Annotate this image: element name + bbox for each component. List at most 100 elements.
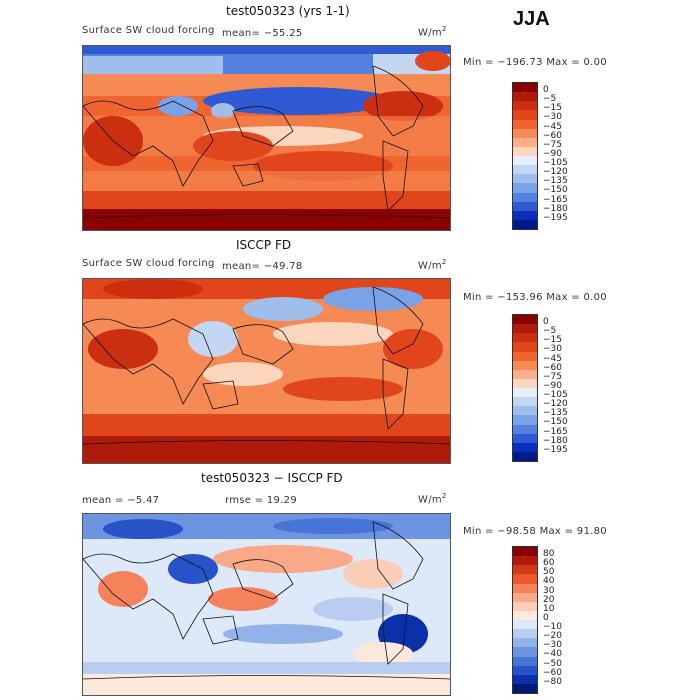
colorbar-tick-label: −40 xyxy=(543,649,562,660)
colorbar-tick-label: −45 xyxy=(543,121,562,132)
colorbar-segment xyxy=(513,433,537,443)
panel1-units-label: W/m2 xyxy=(418,25,447,39)
colorbar-segment xyxy=(513,683,537,693)
colorbar-tick-label: −30 xyxy=(543,344,562,355)
colorbar-tick-label: 20 xyxy=(543,594,555,605)
colorbar-tick-label: 10 xyxy=(543,603,555,614)
colorbar-tick-label: −135 xyxy=(543,408,568,419)
colorbar-segment xyxy=(513,638,537,648)
panel3-title: test050323 − ISCCP FD xyxy=(201,471,343,485)
colorbar-tick-label: −80 xyxy=(543,676,562,687)
colorbar-tick-label: −120 xyxy=(543,167,568,178)
colorbar-tick-label: −195 xyxy=(543,212,568,223)
panel3-minmax-label: Min = −98.58 Max = 91.80 xyxy=(463,526,607,537)
colorbar-tick-label: −90 xyxy=(543,148,562,159)
colorbar-tick-label: −75 xyxy=(543,139,562,150)
panel2-mean-label: mean= −49.78 xyxy=(222,261,303,272)
colorbar-segment xyxy=(513,201,537,211)
colorbar-tick-label: −195 xyxy=(543,444,568,455)
colorbar-segment xyxy=(513,620,537,630)
colorbar-tick-label: −150 xyxy=(543,185,568,196)
colorbar-tick-label: 40 xyxy=(543,576,555,587)
panel1-minmax-label: Min = −196.73 Max = 0.00 xyxy=(463,57,607,68)
colorbar-tick-label: −165 xyxy=(543,426,568,437)
panel3-mean-label: mean = −5.47 xyxy=(82,495,160,506)
colorbar-tick-label: −15 xyxy=(543,103,562,114)
colorbar-segment xyxy=(513,647,537,657)
colorbar-segment xyxy=(513,388,537,398)
colorbar-segment xyxy=(513,192,537,202)
panel1-mean-label: mean= −55.25 xyxy=(222,28,303,39)
panel2-colorbar xyxy=(512,314,538,462)
panel3-units-label: W/m2 xyxy=(418,492,447,506)
colorbar-segment xyxy=(513,592,537,602)
colorbar-segment xyxy=(513,165,537,175)
colorbar-tick-label: 0 xyxy=(543,85,549,95)
colorbar-segment xyxy=(513,183,537,193)
colorbar-segment xyxy=(513,601,537,611)
colorbar-tick-label: 80 xyxy=(543,549,555,559)
colorbar-segment xyxy=(513,83,537,93)
colorbar-segment xyxy=(513,137,537,147)
panel1-colorbar-labels: 0 −5 −15 −30 −45 −60 −75 −90 −105 −120 −135 −150 −16… xyxy=(543,85,568,223)
colorbar-segment xyxy=(513,119,537,129)
panel1-variable-label: Surface SW cloud forcing xyxy=(82,25,215,36)
colorbar-segment xyxy=(513,656,537,666)
panel1-colorbar xyxy=(512,82,538,230)
colorbar-tick-label: 60 xyxy=(543,558,555,569)
colorbar-segment xyxy=(513,674,537,684)
panel2-title: ISCCP FD xyxy=(236,238,292,252)
colorbar-tick-label: −30 xyxy=(543,640,562,651)
colorbar-tick-label: −180 xyxy=(543,435,568,446)
colorbar-tick-label: 0 xyxy=(543,317,549,327)
colorbar-tick-label: −135 xyxy=(543,176,568,187)
colorbar-segment xyxy=(513,128,537,138)
colorbar-tick-label: −15 xyxy=(543,335,562,346)
colorbar-segment xyxy=(513,451,537,461)
colorbar-segment xyxy=(513,110,537,120)
colorbar-tick-label: 30 xyxy=(543,585,555,596)
colorbar-segment xyxy=(513,378,537,388)
colorbar-tick-label: −150 xyxy=(543,417,568,428)
colorbar-tick-label: −60 xyxy=(543,362,562,373)
colorbar-segment xyxy=(513,574,537,584)
colorbar-tick-label: −60 xyxy=(543,667,562,678)
colorbar-segment xyxy=(513,360,537,370)
colorbar-segment xyxy=(513,665,537,675)
panel1-map xyxy=(82,45,451,231)
colorbar-tick-label: −5 xyxy=(543,326,557,337)
colorbar-tick-label: 0 xyxy=(543,612,549,623)
colorbar-segment xyxy=(513,415,537,425)
colorbar-tick-label: −75 xyxy=(543,371,562,382)
panel2-variable-label: Surface SW cloud forcing xyxy=(82,258,215,269)
colorbar-segment xyxy=(513,442,537,452)
colorbar-tick-label: −90 xyxy=(543,380,562,391)
colorbar-tick-label: −105 xyxy=(543,158,568,168)
colorbar-segment xyxy=(513,369,537,379)
panel3-map xyxy=(82,513,451,696)
panel1-title: test050323 (yrs 1-1) xyxy=(226,4,350,18)
colorbar-segment xyxy=(513,219,537,229)
colorbar-segment xyxy=(513,547,537,557)
panel3-rmse-label: rmse = 19.29 xyxy=(225,495,298,506)
colorbar-tick-label: −10 xyxy=(543,622,562,632)
colorbar-segment xyxy=(513,333,537,343)
colorbar-segment xyxy=(513,101,537,111)
panel3-colorbar xyxy=(512,546,538,694)
colorbar-tick-label: −105 xyxy=(543,390,568,400)
colorbar-segment xyxy=(513,565,537,575)
panel3-colorbar-labels: 80 60 50 40 30 20 10 0 −10 −20 −30 −40 −50 −60 −80 xyxy=(543,549,562,687)
colorbar-segment xyxy=(513,610,537,620)
colorbar-tick-label: −30 xyxy=(543,112,562,123)
colorbar-tick-label: 50 xyxy=(543,567,555,578)
colorbar-tick-label: −5 xyxy=(543,94,557,105)
colorbar-tick-label: −180 xyxy=(543,203,568,214)
colorbar-tick-label: −45 xyxy=(543,353,562,364)
colorbar-segment xyxy=(513,156,537,166)
colorbar-segment xyxy=(513,397,537,407)
colorbar-tick-label: −50 xyxy=(543,658,562,669)
colorbar-segment xyxy=(513,351,537,361)
colorbar-segment xyxy=(513,92,537,102)
colorbar-segment xyxy=(513,146,537,156)
colorbar-segment xyxy=(513,556,537,566)
